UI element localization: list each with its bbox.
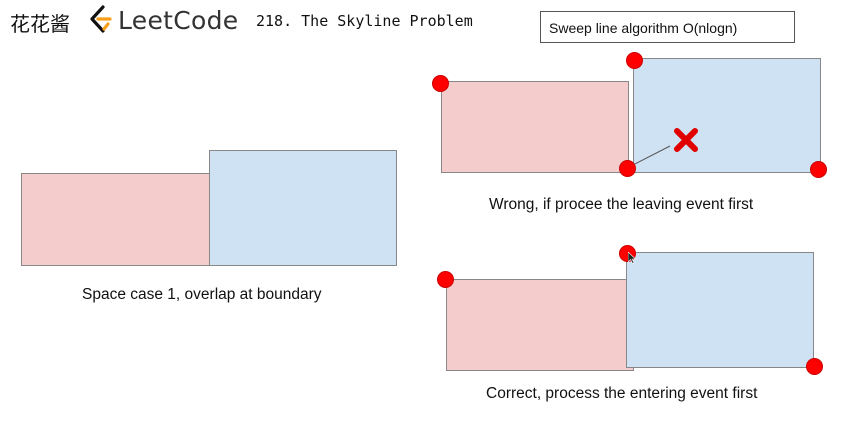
brand-chinese-text: 花花酱 — [10, 12, 70, 36]
leetcode-logo-icon — [90, 5, 112, 33]
caption-case1: Space case 1, overlap at boundary — [82, 286, 322, 303]
wrong-event-dot-right-end — [810, 161, 827, 178]
brand-name: LeetCode — [118, 6, 239, 35]
correct-event-dot-left-start — [437, 271, 454, 288]
wrong-event-dot-boundary — [619, 160, 636, 177]
case1-left-building — [21, 173, 210, 266]
wrong-event-dot-right-start — [626, 52, 643, 69]
caption-wrong: Wrong, if procee the leaving event first — [489, 196, 754, 213]
correct-left-building — [446, 279, 634, 371]
wrong-pointer-line — [628, 145, 671, 168]
correct-event-dot-right-end — [806, 358, 823, 375]
problem-title: 218. The Skyline Problem — [256, 12, 473, 30]
wrong-right-building — [633, 58, 821, 173]
wrong-left-building — [441, 81, 629, 173]
wrong-event-dot-left-start — [432, 75, 449, 92]
mouse-cursor-icon — [628, 252, 636, 264]
x-mark-icon — [674, 128, 698, 152]
caption-correct: Correct, process the entering event firs… — [486, 385, 758, 402]
algorithm-label-box: Sweep line algorithm O(nlogn) — [540, 11, 795, 43]
case1-right-building — [209, 150, 397, 266]
correct-right-building — [626, 252, 814, 368]
